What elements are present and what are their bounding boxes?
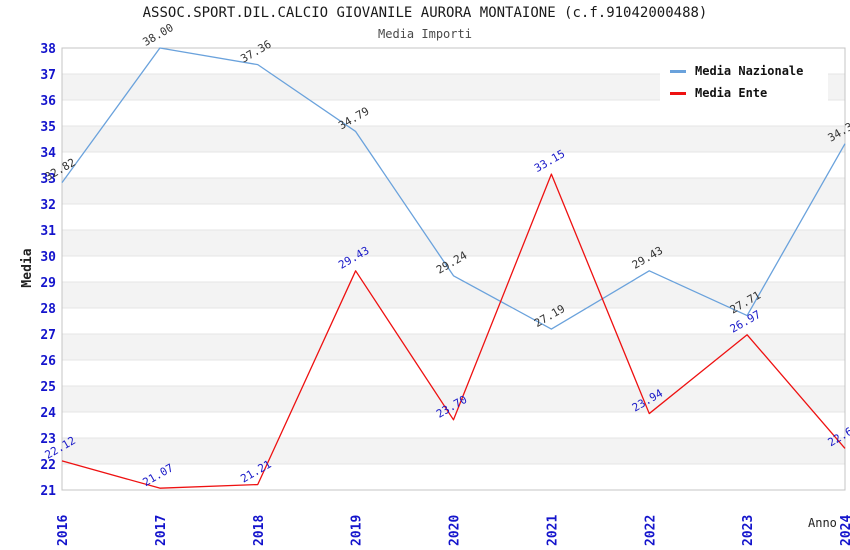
shaded-band — [62, 334, 845, 360]
x-tick-label: 2016 — [56, 515, 71, 546]
y-tick-label: 24 — [40, 406, 56, 421]
legend-label: Media Nazionale — [695, 64, 804, 78]
x-tick-label: 2019 — [350, 515, 365, 546]
y-tick-label: 30 — [40, 250, 56, 265]
legend-item-media-nazionale: Media Nazionale — [670, 64, 820, 78]
x-tick-label: 2020 — [448, 515, 463, 546]
y-tick-label: 33 — [40, 172, 56, 187]
y-tick-label: 31 — [40, 224, 56, 239]
y-axis-title: Media — [20, 248, 35, 287]
legend-label: Media Ente — [695, 86, 768, 100]
chart-title: ASSOC.SPORT.DIL.CALCIO GIOVANILE AURORA … — [142, 5, 708, 21]
y-tick-label: 21 — [40, 484, 56, 499]
legend-swatch-blue-line-icon — [670, 69, 686, 73]
x-tick-label: 2017 — [154, 515, 169, 546]
x-tick-label: 2022 — [643, 515, 658, 546]
y-tick-label: 23 — [40, 432, 56, 447]
shaded-band — [62, 178, 845, 204]
x-axis-title: Anno — [808, 516, 837, 530]
legend-item-media-ente: Media Ente — [670, 86, 820, 100]
plot-frame — [61, 47, 846, 491]
tick-label-layer: 21 22 23 24 25 26 27 28 29 30 31 32 33 34 35 36 37 38 2016… — [40, 42, 850, 546]
shaded-band — [62, 438, 845, 464]
point-label-media-nazionale: 34.32 — [826, 117, 850, 145]
point-label-media-ente: 21.07 — [141, 461, 176, 489]
grid-layer — [62, 73, 845, 465]
y-tick-label: 35 — [40, 120, 56, 135]
shaded-band — [62, 386, 845, 412]
chart-subtitle: Media Importi — [378, 27, 472, 41]
point-label-media-nazionale: 37.36 — [238, 38, 273, 66]
point-label-media-ente: 22.60 — [826, 421, 850, 449]
point-label-media-nazionale: 38.00 — [141, 21, 176, 49]
shaded-band — [62, 282, 845, 308]
y-tick-label: 37 — [40, 68, 56, 83]
shaded-band — [62, 230, 845, 256]
chart-legend: Media Nazionale Media Ente — [660, 55, 828, 109]
y-tick-label: 27 — [40, 328, 56, 343]
x-tick-label: 2018 — [252, 515, 267, 546]
y-tick-label: 34 — [40, 146, 56, 161]
y-tick-label: 25 — [40, 380, 56, 395]
y-tick-label: 36 — [40, 94, 56, 109]
frame-layer — [61, 47, 846, 491]
y-tick-label: 26 — [40, 354, 56, 369]
band-layer — [62, 74, 845, 464]
x-tick-label: 2024 — [839, 515, 850, 546]
y-tick-label: 32 — [40, 198, 56, 213]
x-tick-label: 2023 — [741, 515, 756, 546]
series-line-media-ente — [61, 173, 846, 489]
x-tick-label: 2021 — [545, 515, 560, 546]
y-tick-label: 22 — [40, 458, 56, 473]
y-tick-label: 29 — [40, 276, 56, 291]
series-layer — [61, 47, 846, 489]
series-line-media-nazionale — [61, 47, 846, 330]
y-tick-label: 38 — [40, 42, 56, 57]
legend-swatch-red-line-icon — [670, 91, 686, 95]
y-tick-label: 28 — [40, 302, 56, 317]
shaded-band — [62, 126, 845, 152]
